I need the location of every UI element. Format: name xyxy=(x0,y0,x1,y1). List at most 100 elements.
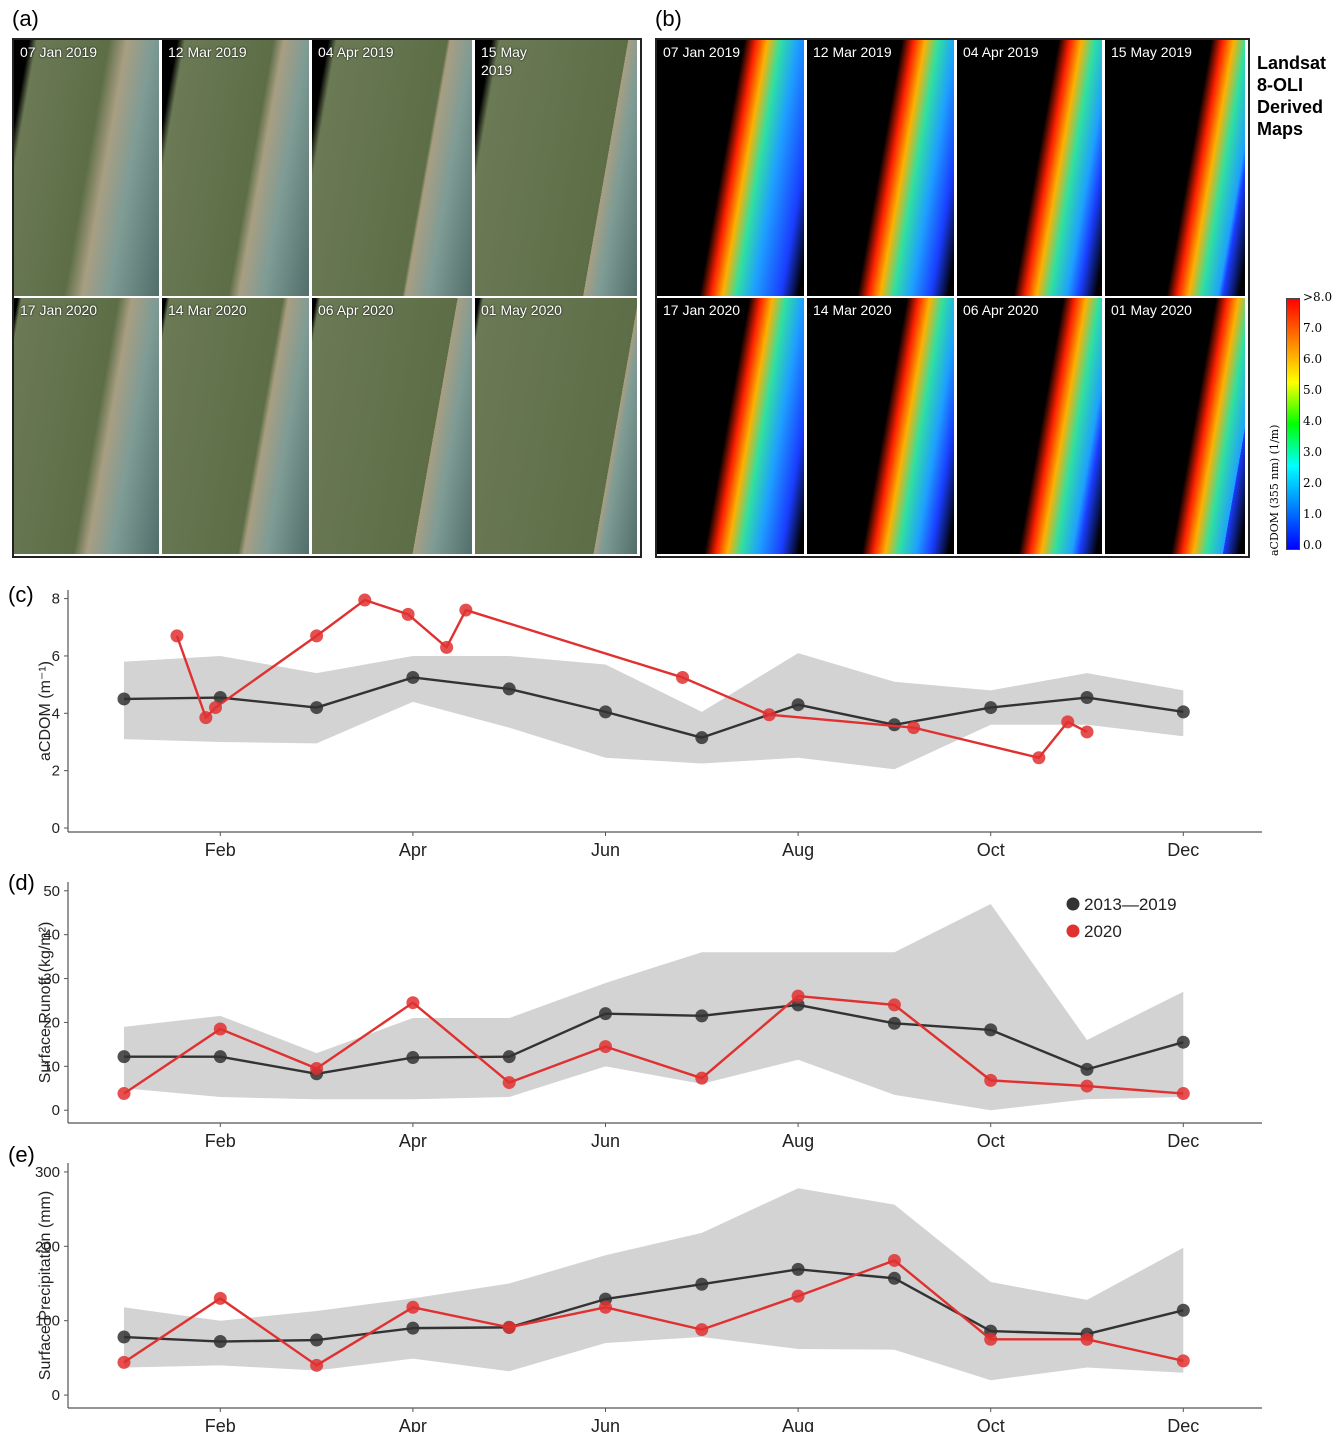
series-2020-data-point xyxy=(213,1022,227,1036)
series-2020-data-point xyxy=(1080,725,1094,739)
x-tick-label: Aug xyxy=(782,1131,814,1151)
range-band-2013-2019 xyxy=(124,903,1184,1111)
series-2020-data-point xyxy=(676,670,690,684)
series-2020-data-point xyxy=(459,603,473,617)
colorbar-tick-label: 5.0 xyxy=(1303,383,1323,397)
baseline-data-point xyxy=(117,1330,131,1344)
baseline-data-point xyxy=(502,1050,516,1064)
y-axis-label: aCDOM (m⁻¹) xyxy=(37,661,54,761)
baseline-data-point xyxy=(213,691,227,705)
series-2020-data-point xyxy=(1061,715,1075,729)
tile-date-label: 14 Mar 2020 xyxy=(813,302,892,318)
tile-date-label: 15 May 2019 xyxy=(481,44,527,78)
x-tick-label: Dec xyxy=(1167,1131,1199,1151)
panel-letter: (e) xyxy=(8,1142,35,1167)
baseline-series-line xyxy=(123,676,1184,739)
baseline-data-point xyxy=(502,1320,516,1334)
baseline-data-point xyxy=(791,1262,805,1276)
series-2020-line xyxy=(175,598,1088,759)
series-2020-data-point xyxy=(984,1332,998,1346)
series-2020-data-point xyxy=(310,629,324,643)
series-2020-data-point xyxy=(791,1289,805,1303)
satellite-tile: 17 Jan 2020 xyxy=(14,298,159,554)
x-tick-label: Aug xyxy=(782,1416,814,1432)
tile-date-label: 12 Mar 2019 xyxy=(168,44,247,60)
baseline-data-point xyxy=(599,1292,612,1306)
satellite-tile: 14 Mar 2020 xyxy=(162,298,309,554)
acdom-map-tile: 01 May 2020 xyxy=(1105,298,1245,554)
series-2020-data-point xyxy=(117,1087,131,1101)
true-color-image-panel: 07 Jan 2019 12 Mar 2019 04 Apr 2019 15 May … xyxy=(12,38,642,558)
x-tick-label: Aug xyxy=(782,840,814,860)
x-tick-label: Jun xyxy=(591,1131,620,1151)
baseline-data-point xyxy=(502,682,516,696)
y-tick-label: 100 xyxy=(35,1313,60,1330)
x-tick-label: Oct xyxy=(977,1131,1005,1151)
tile-date-label: 07 Jan 2019 xyxy=(20,44,98,60)
y-tick-label: 0 xyxy=(52,820,60,837)
y-tick-label: 50 xyxy=(43,883,60,900)
x-tick-label: Feb xyxy=(205,1131,236,1151)
baseline-data-point xyxy=(1176,1035,1190,1049)
acdom-map-panel: 07 Jan 2019 12 Mar 2019 04 Apr 2019 15 May … xyxy=(655,38,1250,558)
series-2020-data-point xyxy=(502,1076,516,1090)
y-axis-label: Surface Runoff (kg/m²) xyxy=(37,922,54,1084)
tile-date-label: 01 May 2020 xyxy=(1111,302,1192,318)
acdom-map-tile: 07 Jan 2019 xyxy=(657,40,804,296)
y-axis-label: Surface Precipitation (mm) xyxy=(37,1191,54,1380)
legend-label-2020: 2020 xyxy=(1084,922,1122,941)
x-tick-label: Apr xyxy=(399,1131,427,1151)
baseline-data-point xyxy=(791,698,805,712)
x-tick-label: Oct xyxy=(977,1416,1005,1432)
y-tick-label: 0 xyxy=(52,1387,60,1404)
series-2020-data-point xyxy=(502,1320,516,1334)
baseline-data-point xyxy=(984,701,998,715)
panel-b-letter: (b) xyxy=(655,6,682,31)
baseline-data-point xyxy=(599,705,612,719)
legend-marker-2020 xyxy=(1066,924,1080,938)
series-2020-data-point xyxy=(984,1073,998,1087)
series-2020-data-point xyxy=(440,640,454,654)
legend-label-baseline: 2013—2019 xyxy=(1084,895,1177,914)
colorbar-tick-label: 3.0 xyxy=(1303,445,1323,459)
panel-a-letter: (a) xyxy=(12,6,39,31)
baseline-data-point xyxy=(406,1051,420,1065)
series-2020-data-point xyxy=(199,711,213,725)
series-2020-data-point xyxy=(762,708,776,722)
series-2020-line xyxy=(123,1259,1184,1367)
baseline-data-point xyxy=(213,1050,227,1064)
colorbar-tick-label: 1.0 xyxy=(1303,507,1323,521)
y-tick-label: 40 xyxy=(43,927,60,944)
colorbar-tick-label: 2.0 xyxy=(1303,476,1323,490)
x-tick-label: Feb xyxy=(205,840,236,860)
baseline-data-point xyxy=(1176,1303,1190,1317)
satellite-tile: 01 May 2020 xyxy=(475,298,637,554)
x-tick-label: Apr xyxy=(399,1416,427,1432)
tile-date-label: 17 Jan 2020 xyxy=(663,302,741,318)
range-band-2013-2019 xyxy=(124,1188,1184,1381)
series-2020-data-point xyxy=(406,996,420,1010)
baseline-data-point xyxy=(887,1016,901,1030)
series-2020-data-point xyxy=(208,701,222,715)
series-2020-data-point xyxy=(310,1062,324,1076)
series-2020-data-point xyxy=(406,1300,420,1314)
series-2020-data-point xyxy=(310,1358,324,1372)
acdom-map-tile: 12 Mar 2019 xyxy=(807,40,954,296)
x-tick-label: Dec xyxy=(1167,1416,1199,1432)
y-tick-label: 20 xyxy=(43,1014,60,1031)
baseline-data-point xyxy=(599,1007,612,1021)
colorbar-tick-label: 7.0 xyxy=(1303,321,1323,335)
x-tick-label: Apr xyxy=(399,840,427,860)
baseline-series-line xyxy=(123,1268,1184,1343)
baseline-data-point xyxy=(213,1335,227,1349)
baseline-data-point xyxy=(695,1009,709,1023)
y-tick-label: 2 xyxy=(52,763,60,780)
y-tick-label: 6 xyxy=(52,648,60,665)
x-tick-label: Oct xyxy=(977,840,1005,860)
maps-title-line: Derived xyxy=(1257,97,1324,117)
colorbar-tick-label: 4.0 xyxy=(1303,414,1323,428)
y-tick-label: 4 xyxy=(52,705,60,722)
baseline-data-point xyxy=(310,1067,324,1081)
baseline-data-point xyxy=(406,1321,420,1335)
satellite-tile: 04 Apr 2019 xyxy=(312,40,472,296)
